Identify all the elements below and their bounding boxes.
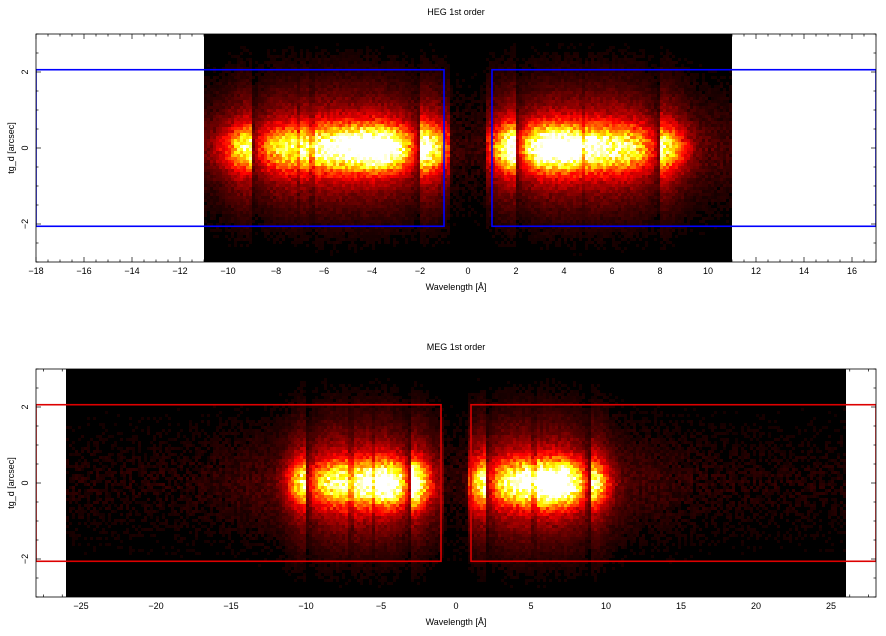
region-box-minus <box>36 68 445 228</box>
x-tick-label: −8 <box>271 266 281 276</box>
x-tick-label: 16 <box>847 266 857 276</box>
x-tick-label: −15 <box>223 601 238 611</box>
y-axis-label: tg_d [arcsec] <box>6 457 16 509</box>
heatmap-image <box>66 378 846 588</box>
x-tick-label: 12 <box>751 266 761 276</box>
plot-area <box>36 34 876 262</box>
x-tick-label: 10 <box>601 601 611 611</box>
x-axis-label: Wavelength [Å] <box>426 617 487 627</box>
x-tick-label: −20 <box>148 601 163 611</box>
x-tick-label: 10 <box>703 266 713 276</box>
x-tick-label: −14 <box>124 266 139 276</box>
chart-title: MEG 1st order <box>427 342 486 352</box>
x-tick-label: 4 <box>561 266 566 276</box>
y-tick-label: 2 <box>20 69 30 74</box>
y-axis-label: tg_d [arcsec] <box>6 122 16 174</box>
heatmap-image <box>204 43 732 256</box>
x-tick-label: −5 <box>376 601 386 611</box>
y-tick-label: −2 <box>20 219 30 229</box>
x-tick-label: −12 <box>172 266 187 276</box>
x-tick-label: −6 <box>319 266 329 276</box>
x-tick-label: 0 <box>453 601 458 611</box>
x-tick-label: 14 <box>799 266 809 276</box>
chart-title: HEG 1st order <box>427 7 485 17</box>
x-tick-label: −10 <box>220 266 235 276</box>
x-tick-label: −2 <box>415 266 425 276</box>
x-tick-label: −10 <box>298 601 313 611</box>
x-tick-label: 5 <box>528 601 533 611</box>
x-tick-label: −16 <box>76 266 91 276</box>
x-tick-label: 8 <box>657 266 662 276</box>
x-tick-label: 25 <box>826 601 836 611</box>
region-box-plus <box>491 68 876 228</box>
x-tick-label: −4 <box>367 266 377 276</box>
y-tick-label: 0 <box>20 480 30 485</box>
x-tick-label: 2 <box>513 266 518 276</box>
panel-1: −18 −16 −14 −12 −10 −8 −6 −4 −2 0 2 4 6 8 10 12 14 16 −2 0 2… <box>6 7 877 292</box>
x-tick-label: −18 <box>28 266 43 276</box>
x-tick-label: −25 <box>73 601 88 611</box>
x-axis-label: Wavelength [Å] <box>426 282 487 292</box>
x-tick-label: 15 <box>676 601 686 611</box>
region-box-minus <box>36 403 442 563</box>
y-tick-label: −2 <box>20 554 30 564</box>
x-tick-label: 20 <box>751 601 761 611</box>
x-tick-label: 6 <box>609 266 614 276</box>
x-tick-label: 0 <box>465 266 470 276</box>
y-tick-label: 2 <box>20 404 30 409</box>
region-box-plus <box>470 403 876 563</box>
plot-area <box>36 369 876 597</box>
y-tick-label: 0 <box>20 145 30 150</box>
